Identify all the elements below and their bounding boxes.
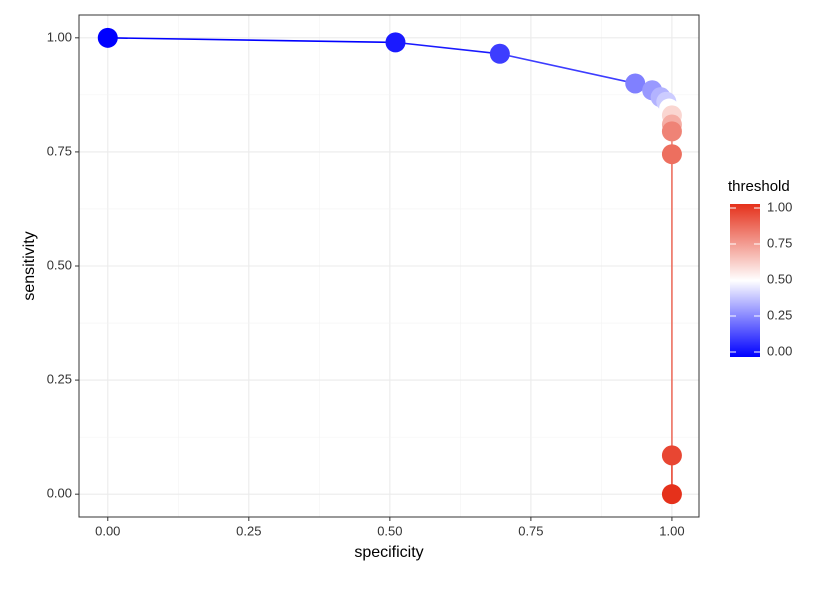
point xyxy=(489,43,510,64)
x-tick-label: 1.00 xyxy=(659,523,684,538)
panel xyxy=(78,14,700,518)
roc-segment xyxy=(395,41,500,55)
x-tick-label: 0.75 xyxy=(518,523,543,538)
y-axis-title: sensitivity xyxy=(21,231,38,300)
y-tick-label: 0.75 xyxy=(47,143,72,158)
point xyxy=(661,121,682,142)
colorbar-label: 0.50 xyxy=(767,271,792,286)
legend-title: threshold xyxy=(728,178,790,195)
x-tick-label: 0.25 xyxy=(236,523,261,538)
colorbar-label: 0.25 xyxy=(767,307,792,322)
y-tick-label: 1.00 xyxy=(47,29,72,44)
colorbar-label: 0.00 xyxy=(767,343,792,358)
point xyxy=(661,445,682,466)
point xyxy=(625,73,646,94)
x-axis-title: specificity xyxy=(354,544,423,561)
colorbar-label: 1.00 xyxy=(767,199,792,214)
point xyxy=(97,27,118,48)
point xyxy=(385,32,406,53)
roc-segment xyxy=(107,37,396,44)
y-tick-label: 0.25 xyxy=(47,372,72,387)
x-tick-label: 0.50 xyxy=(377,523,402,538)
point xyxy=(661,144,682,165)
point xyxy=(661,484,682,505)
x-tick-label: 0.00 xyxy=(95,523,120,538)
colorbar-label: 0.75 xyxy=(767,235,792,250)
y-tick-label: 0.50 xyxy=(47,257,72,272)
y-tick-label: 0.00 xyxy=(47,486,72,501)
roc-segment xyxy=(499,53,636,85)
